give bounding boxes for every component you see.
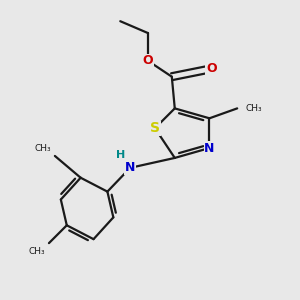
- Text: O: O: [206, 62, 217, 75]
- Text: CH₃: CH₃: [28, 247, 45, 256]
- Text: CH₃: CH₃: [34, 143, 51, 152]
- Text: H: H: [116, 150, 125, 160]
- Text: O: O: [143, 54, 153, 67]
- Text: S: S: [150, 121, 160, 135]
- Text: CH₃: CH₃: [245, 104, 262, 113]
- Text: N: N: [125, 161, 135, 174]
- Text: N: N: [204, 142, 214, 154]
